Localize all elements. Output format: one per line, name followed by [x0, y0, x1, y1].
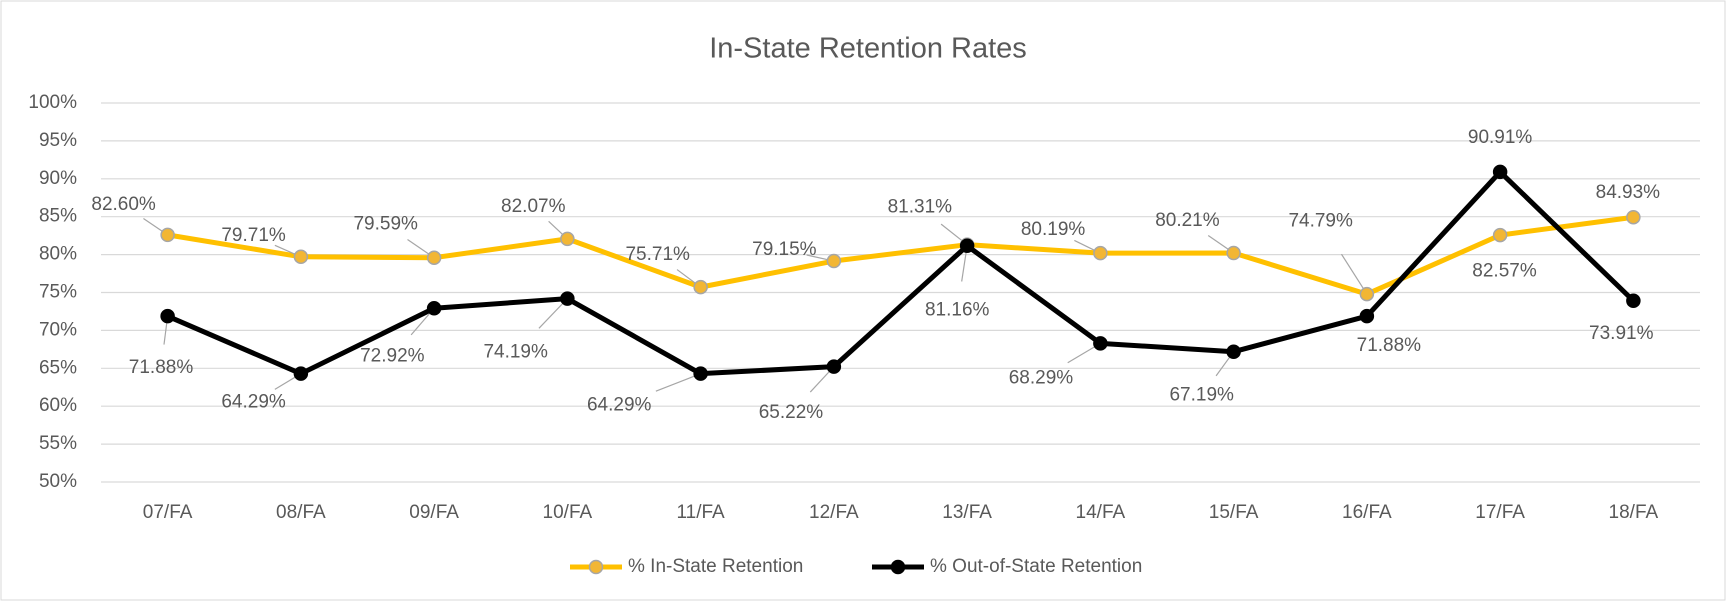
- data-label: 80.21%: [1155, 210, 1220, 231]
- data-label: 75.71%: [625, 244, 690, 265]
- leader-line: [1340, 253, 1368, 295]
- y-tick-label: 80%: [39, 244, 77, 265]
- marker: [293, 249, 309, 265]
- data-label: 81.16%: [925, 300, 990, 321]
- marker: [426, 301, 442, 316]
- marker: [693, 366, 708, 381]
- data-label: 84.93%: [1596, 182, 1661, 203]
- y-tick-label: 100%: [28, 92, 77, 113]
- marker: [1492, 164, 1508, 180]
- chart-title: In-State Retention Rates: [709, 33, 1027, 65]
- x-tick-label: 17/FA: [1475, 502, 1525, 523]
- y-tick-label: 90%: [39, 168, 77, 189]
- legend-label: % In-State Retention: [628, 556, 803, 577]
- x-tick-label: 11/FA: [677, 502, 726, 523]
- marker: [560, 291, 575, 306]
- marker: [693, 279, 708, 295]
- x-tick-label: 15/FA: [1209, 502, 1259, 523]
- y-tick-label: 85%: [39, 206, 77, 227]
- marker: [560, 231, 575, 247]
- data-label: 71.88%: [1357, 335, 1422, 356]
- marker: [160, 227, 175, 243]
- data-label: 90.91%: [1468, 127, 1533, 148]
- y-tick-label: 60%: [39, 395, 77, 416]
- legend-label: % Out-of-State Retention: [930, 556, 1142, 577]
- y-tick-label: 75%: [39, 282, 77, 303]
- marker: [1226, 344, 1241, 359]
- marker: [293, 366, 309, 381]
- marker: [426, 250, 442, 265]
- y-tick-label: 70%: [39, 319, 77, 340]
- leader-line: [655, 373, 701, 392]
- data-label: 82.07%: [501, 196, 566, 217]
- x-tick-label: 18/FA: [1609, 502, 1659, 523]
- data-label: 65.22%: [759, 402, 824, 423]
- x-tick-label: 14/FA: [1076, 502, 1126, 523]
- marker: [160, 308, 175, 324]
- data-label: 73.91%: [1589, 323, 1654, 344]
- data-label: 68.29%: [1009, 368, 1074, 389]
- data-label: 79.15%: [752, 239, 817, 260]
- legend-marker: [588, 559, 604, 575]
- data-label: 81.31%: [888, 196, 953, 217]
- data-label: 64.29%: [221, 391, 286, 412]
- data-label: 82.57%: [1472, 260, 1537, 281]
- x-tick-label: 08/FA: [276, 502, 326, 523]
- x-tick-label: 07/FA: [143, 502, 193, 523]
- y-tick-label: 65%: [39, 357, 77, 378]
- data-label: 74.19%: [483, 342, 548, 363]
- marker: [1093, 336, 1108, 351]
- data-label: 82.60%: [91, 194, 156, 215]
- y-tick-label: 95%: [39, 130, 77, 151]
- x-tick-label: 12/FA: [809, 502, 859, 523]
- marker: [1626, 293, 1641, 309]
- series-line: [167, 214, 1634, 297]
- marker: [1359, 286, 1375, 302]
- data-label: 74.79%: [1288, 211, 1353, 232]
- x-tick-label: 16/FA: [1342, 502, 1392, 523]
- data-label: 79.71%: [221, 225, 286, 246]
- marker: [1093, 245, 1108, 261]
- x-tick-label: 10/FA: [543, 502, 593, 523]
- marker: [1626, 209, 1641, 225]
- data-label: 67.19%: [1169, 385, 1234, 406]
- marker: [826, 253, 842, 269]
- x-tick-label: 13/FA: [942, 502, 992, 523]
- marker: [826, 359, 842, 374]
- marker: [1492, 227, 1508, 243]
- data-label: 71.88%: [129, 357, 194, 378]
- y-tick-label: 55%: [39, 433, 77, 454]
- marker: [1226, 245, 1241, 261]
- data-label: 72.92%: [360, 346, 425, 367]
- series-line: [166, 169, 1636, 377]
- legend-marker: [890, 559, 906, 575]
- data-label: 80.19%: [1021, 219, 1086, 240]
- marker: [1359, 308, 1375, 324]
- x-tick-label: 09/FA: [409, 502, 459, 523]
- data-label: 64.29%: [587, 395, 652, 416]
- marker: [959, 238, 975, 254]
- data-label: 79.59%: [353, 214, 418, 235]
- y-tick-label: 50%: [39, 471, 77, 492]
